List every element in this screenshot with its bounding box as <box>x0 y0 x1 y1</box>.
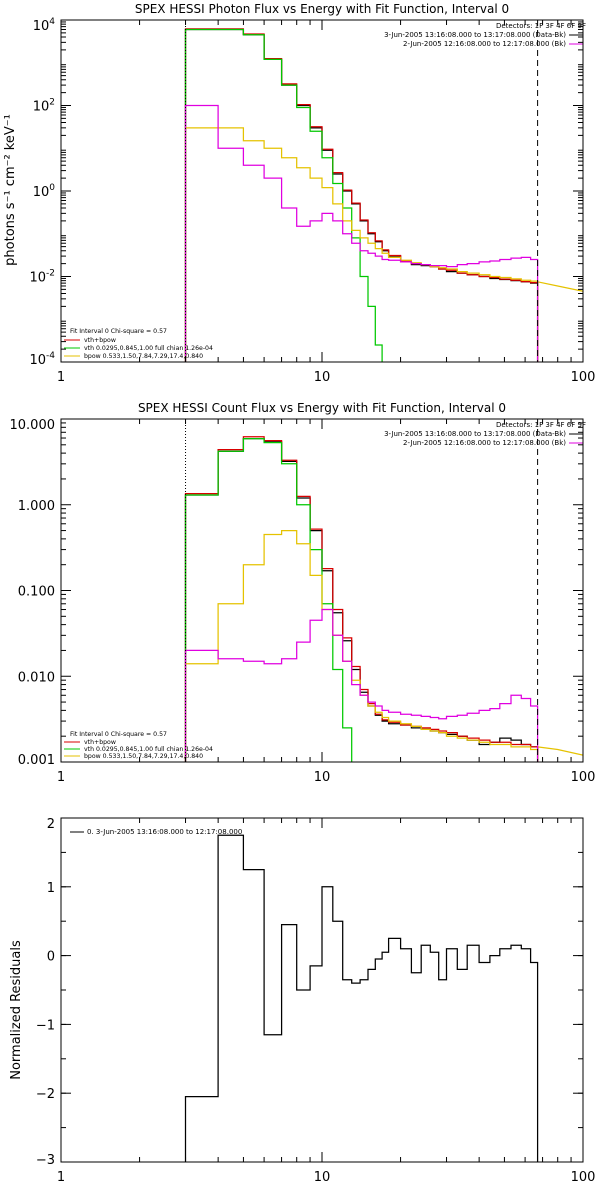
series-bpow <box>537 746 583 756</box>
y-tick-label: −2 <box>36 1087 55 1102</box>
x-tick-label: 100 <box>571 1170 596 1185</box>
series-bpow <box>184 127 539 362</box>
y-tick-label: 0.001 <box>18 753 55 768</box>
photon-flux-panel: SPEX HESSI Photon Flux vs Energy with Fi… <box>3 2 595 385</box>
series-bpow <box>184 529 539 762</box>
residuals-panel: 0. 3-Jun-2005 13:16:08.000 to 12:17:08.0… <box>9 817 595 1185</box>
fit-legend-item: vth 0.0295,0.845,1.00 full chian 1.26e-0… <box>84 746 213 753</box>
series-group <box>184 28 583 362</box>
chart-title: SPEX HESSI Count Flux vs Energy with Fit… <box>138 401 506 415</box>
y-axis-title: photons s⁻¹ cm⁻² keV⁻¹ <box>3 114 18 266</box>
y-tick-label: 10-4 <box>29 351 55 368</box>
y-tick-label: 102 <box>33 98 55 115</box>
time-legend-line-background: 2-Jun-2005 12:16:08.000 to 12:17:08.000 … <box>403 40 583 48</box>
y-tick-label: −1 <box>36 1018 55 1033</box>
fit-legend-item: Fit Interval 0 Chi-square = 0.57 <box>70 731 167 738</box>
x-tick-label: 10 <box>314 1170 331 1185</box>
series-bpow <box>537 281 583 292</box>
y-tick-label: 10.000 <box>10 418 56 433</box>
fit-legend-item: vth 0.0295,0.845,1.00 full chian 1.26e-0… <box>84 345 213 352</box>
y-axis-title: Normalized Residuals <box>9 940 24 1080</box>
chart-title: SPEX HESSI Photon Flux vs Energy with Fi… <box>135 2 509 16</box>
series-group <box>184 436 583 762</box>
x-tick-label: 1 <box>57 1170 65 1185</box>
fit-legend-item: bpow 0.533,1.50,7.84,7.29,17.4,0.840 <box>84 753 203 760</box>
time-legend-text: 2-Jun-2005 12:16:08.000 to 12:17:08.000 … <box>403 439 566 447</box>
count-flux-panel: SPEX HESSI Count Flux vs Energy with Fit… <box>10 401 596 785</box>
series-background <box>184 104 539 362</box>
fit-legend-item: bpow 0.533,1.50,7.84,7.29,17.4,0.840 <box>84 353 203 360</box>
time-legend-line-background: 2-Jun-2005 12:16:08.000 to 12:17:08.000 … <box>403 439 583 447</box>
fit-legend-item: Fit Interval 0 Chi-square = 0.57 <box>70 328 167 335</box>
y-tick-label: −3 <box>36 1153 55 1168</box>
time-legend-line-data: 3-Jun-2005 13:16:08.000 to 13:17:08.000 … <box>384 31 583 39</box>
series-group <box>184 834 539 1162</box>
detectors-label: Detectors: 1F 3F 4F 6F 9F <box>496 421 586 429</box>
y-tick-label: 10-2 <box>29 269 55 286</box>
x-tick-label: 1 <box>57 770 65 785</box>
y-tick-label: 0.010 <box>18 670 55 685</box>
y-tick-label: 1 <box>47 881 55 896</box>
series-vth <box>184 28 383 362</box>
time-legend-line-data: 3-Jun-2005 13:16:08.000 to 13:17:08.000 … <box>384 430 583 438</box>
y-tick-label: 2 <box>47 817 55 832</box>
x-tick-label: 1 <box>57 370 65 385</box>
time-legend-text: 2-Jun-2005 12:16:08.000 to 12:17:08.000 … <box>403 40 566 48</box>
detectors-label: Detectors: 1F 3F 4F 6F 9F <box>496 22 586 30</box>
series-background <box>184 608 539 762</box>
y-tick-label: 1.000 <box>18 499 55 514</box>
fit-legend-item: vth+bpow <box>84 337 116 344</box>
y-tick-label: 0.100 <box>18 585 55 600</box>
x-tick-label: 100 <box>571 770 596 785</box>
fit-legend: Fit Interval 0 Chi-square = 0.57 vth+bpo… <box>64 731 213 760</box>
series-vth-spow <box>184 436 539 762</box>
time-legend-text: 3-Jun-2005 13:16:08.000 to 13:17:08.000 … <box>384 31 566 39</box>
fit-legend: Fit Interval 0 Chi-square = 0.57 vth+bpo… <box>64 328 213 360</box>
x-tick-label: 10 <box>314 770 331 785</box>
series-residual <box>184 834 539 1162</box>
y-tick-label: 100 <box>33 183 56 200</box>
y-tick-label: 104 <box>33 17 56 34</box>
x-tick-label: 100 <box>571 370 596 385</box>
y-tick-label: 0 <box>47 950 55 965</box>
x-tick-label: 10 <box>314 370 331 385</box>
residual-legend-text: 0. 3-Jun-2005 13:16:08.000 to 12:17:08.0… <box>87 828 242 836</box>
series-vth <box>184 437 353 762</box>
time-legend-text: 3-Jun-2005 13:16:08.000 to 13:17:08.000 … <box>384 430 566 438</box>
fit-legend-item: vth+bpow <box>84 739 116 746</box>
